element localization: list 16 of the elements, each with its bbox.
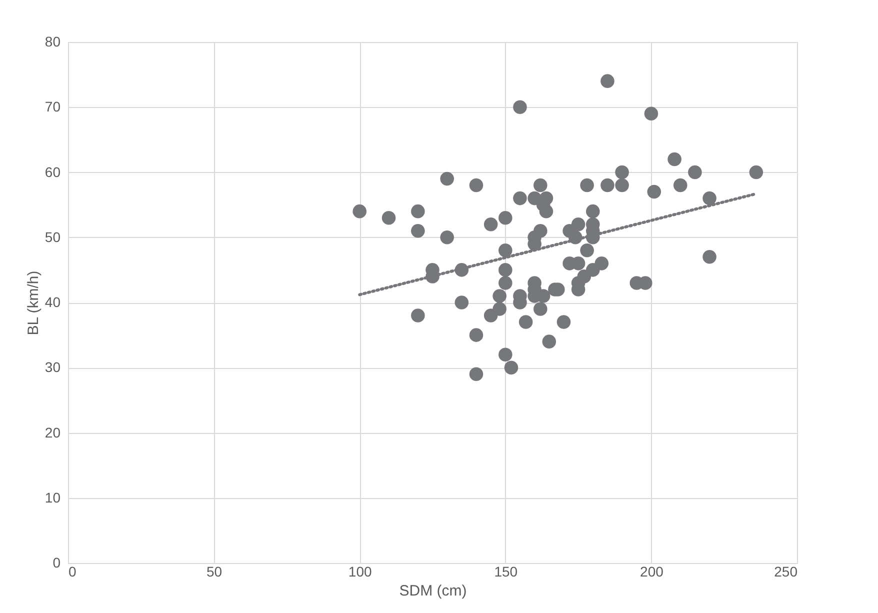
y-axis-title: BL (km/h) bbox=[24, 270, 42, 336]
x-tick-label: 50 bbox=[206, 564, 222, 580]
y-tick-label: 80 bbox=[44, 34, 61, 50]
y-tick-label: 60 bbox=[44, 164, 61, 180]
x-tick-label: 100 bbox=[348, 564, 372, 580]
x-tick-label: 0 bbox=[68, 564, 76, 580]
x-axis-title: SDM (cm) bbox=[399, 582, 467, 600]
y-tick-label: 30 bbox=[44, 359, 61, 376]
x-tick-label: 200 bbox=[640, 564, 664, 580]
y-tick-label: 70 bbox=[44, 98, 61, 115]
x-tick-label: 150 bbox=[494, 564, 518, 580]
y-tick-label: 50 bbox=[44, 228, 61, 245]
y-tick-label: 10 bbox=[44, 489, 61, 506]
y-tick-label: 20 bbox=[44, 424, 61, 440]
y-tick-label: 40 bbox=[44, 294, 61, 310]
x-tick-label: 250 bbox=[774, 564, 798, 580]
